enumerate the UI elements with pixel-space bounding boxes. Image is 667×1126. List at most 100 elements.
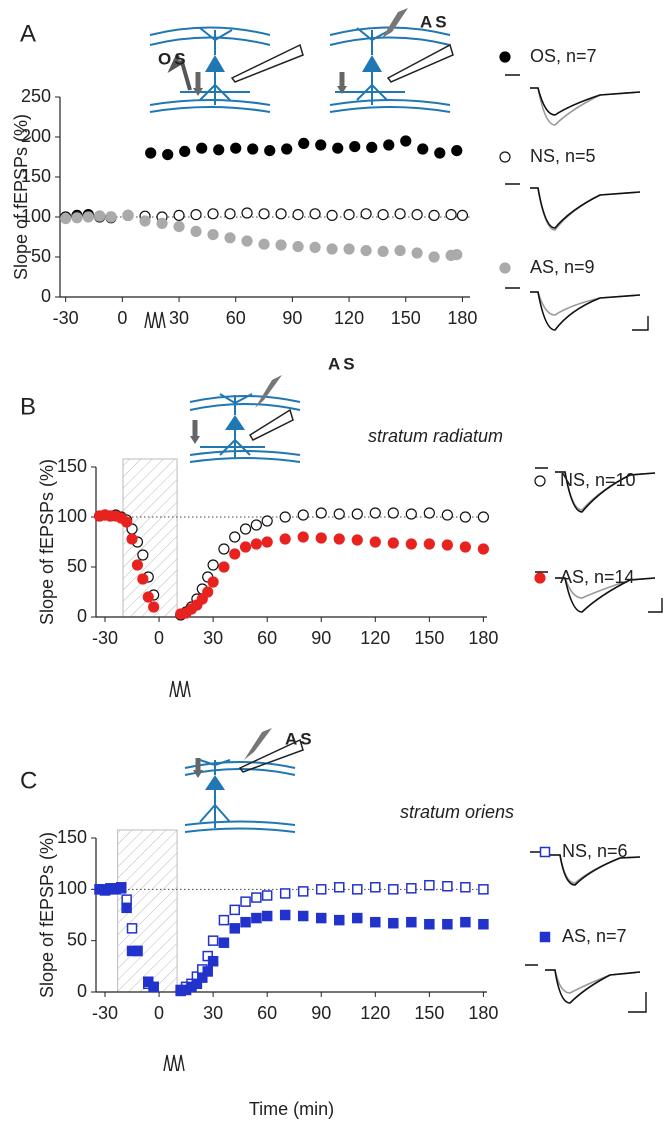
data-point bbox=[434, 147, 446, 159]
data-point bbox=[281, 143, 293, 155]
data-point bbox=[377, 245, 389, 257]
x-tick-label: 180 bbox=[468, 628, 498, 648]
data-point bbox=[292, 241, 304, 253]
data-point bbox=[229, 548, 241, 560]
data-point bbox=[191, 978, 203, 990]
x-tick-label: -30 bbox=[92, 1003, 118, 1023]
data-point bbox=[173, 209, 185, 221]
data-point bbox=[315, 139, 327, 151]
data-point bbox=[264, 145, 276, 157]
x-tick-label: 120 bbox=[360, 1003, 390, 1023]
data-point bbox=[279, 533, 291, 545]
data-point bbox=[394, 245, 406, 257]
x-tick-label: 150 bbox=[391, 308, 421, 328]
x-tick-label: 0 bbox=[154, 628, 164, 648]
data-point bbox=[343, 209, 355, 221]
x-tick-label: 180 bbox=[468, 1003, 498, 1023]
data-point bbox=[366, 141, 378, 153]
data-point bbox=[352, 884, 363, 895]
data-point bbox=[207, 576, 219, 588]
x-tick-label: 150 bbox=[414, 1003, 444, 1023]
data-point bbox=[162, 149, 174, 161]
data-point bbox=[459, 511, 471, 523]
data-point bbox=[360, 208, 372, 220]
data-point bbox=[240, 896, 251, 907]
data-point bbox=[258, 208, 270, 220]
x-tick-label: 120 bbox=[360, 628, 390, 648]
data-point bbox=[115, 883, 127, 894]
data-point bbox=[383, 139, 395, 151]
data-point bbox=[370, 916, 381, 928]
data-point bbox=[326, 243, 338, 255]
data-point bbox=[241, 207, 253, 219]
data-point bbox=[229, 531, 241, 543]
data-point bbox=[218, 543, 230, 555]
data-point bbox=[251, 912, 262, 924]
data-point bbox=[445, 209, 457, 221]
data-point bbox=[369, 507, 381, 519]
legend-label: OS, n=7 bbox=[530, 46, 597, 66]
data-point bbox=[207, 208, 219, 220]
data-point bbox=[394, 208, 406, 220]
data-point bbox=[292, 209, 304, 221]
data-point bbox=[137, 573, 149, 585]
data-point bbox=[126, 923, 138, 934]
x-tick-label: 120 bbox=[334, 308, 364, 328]
x-tick-label: 90 bbox=[311, 1003, 331, 1023]
trace-sketch bbox=[505, 74, 663, 1013]
data-point bbox=[239, 541, 252, 553]
annotation: AS bbox=[285, 729, 315, 748]
data-point bbox=[442, 918, 453, 930]
data-point bbox=[309, 241, 321, 253]
data-point bbox=[190, 225, 202, 237]
data-point bbox=[139, 215, 151, 227]
annotation: stratum radiatum bbox=[368, 426, 503, 446]
data-point bbox=[229, 923, 240, 934]
data-point bbox=[218, 937, 230, 948]
legend-marker bbox=[539, 931, 551, 943]
data-point bbox=[240, 916, 251, 928]
x-tick-label: 60 bbox=[257, 1003, 277, 1023]
data-point bbox=[428, 251, 440, 263]
y-tick-label: 100 bbox=[57, 506, 87, 526]
data-point bbox=[251, 892, 262, 903]
x-tick-label: -30 bbox=[53, 308, 79, 328]
data-point bbox=[297, 910, 309, 922]
data-point bbox=[121, 516, 133, 528]
data-point bbox=[218, 914, 230, 926]
x-tick-label: 30 bbox=[203, 1003, 223, 1023]
data-point bbox=[279, 909, 291, 921]
data-point bbox=[275, 239, 287, 251]
data-point bbox=[460, 882, 471, 893]
data-point bbox=[349, 141, 361, 153]
data-point bbox=[261, 890, 273, 901]
data-point bbox=[309, 208, 321, 220]
data-point bbox=[387, 507, 399, 519]
data-point bbox=[197, 972, 208, 983]
data-point bbox=[423, 538, 435, 550]
y-axis-label: Slope of fEPSPs (%) bbox=[37, 459, 57, 625]
data-point bbox=[478, 884, 489, 895]
data-point bbox=[250, 519, 262, 531]
x-tick-label: 60 bbox=[226, 308, 246, 328]
data-point bbox=[279, 888, 291, 899]
x-tick-label: 90 bbox=[311, 628, 331, 648]
data-point bbox=[224, 208, 236, 220]
data-point bbox=[460, 916, 471, 928]
legend-marker bbox=[499, 51, 511, 63]
y-tick-label: 150 bbox=[57, 456, 87, 476]
data-point bbox=[60, 213, 72, 225]
data-point bbox=[459, 541, 471, 553]
y-axis-label: Slope of fEPSPs (%) bbox=[11, 114, 31, 280]
data-point bbox=[406, 883, 417, 894]
data-point bbox=[207, 955, 219, 967]
data-point bbox=[132, 945, 143, 957]
data-point bbox=[424, 879, 435, 891]
data-point bbox=[105, 211, 117, 223]
data-point bbox=[424, 918, 435, 930]
panel-label: B bbox=[20, 393, 36, 420]
data-point bbox=[352, 912, 363, 924]
data-point bbox=[213, 144, 225, 156]
data-point bbox=[388, 884, 399, 895]
annotation: AS bbox=[420, 12, 450, 31]
